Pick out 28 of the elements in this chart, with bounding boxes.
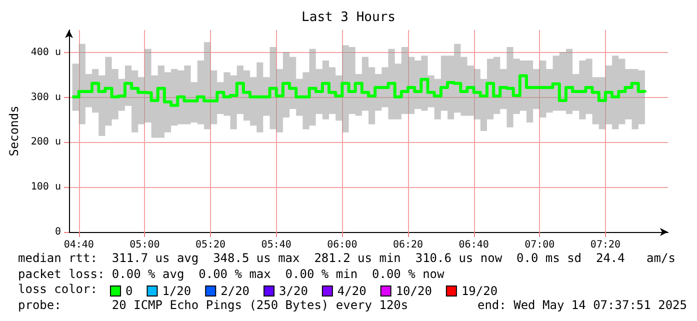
text: end: Wed May 14 07:37:51 2025 bbox=[477, 297, 687, 313]
legend-label: 3/20 bbox=[279, 284, 308, 298]
x-tick-label: 06:20 bbox=[392, 240, 424, 250]
y-axis-title: Seconds bbox=[7, 106, 21, 156]
y-tick-label: 200 u bbox=[30, 136, 61, 148]
y-tick-label: 300 u bbox=[30, 92, 61, 103]
x-tick-label: 06:40 bbox=[458, 240, 489, 250]
x-tick-label: 06:00 bbox=[327, 240, 358, 250]
legend-label: 19/20 bbox=[461, 284, 498, 298]
chart-title: Last 3 Hours bbox=[302, 10, 396, 25]
y-tick-label: 100 u bbox=[30, 182, 61, 193]
x-tick-label: 05:20 bbox=[195, 240, 226, 250]
text: median rtt: 311.7 us avg 348.5 us max 281.2 us min 310.6 us now 0.0 ms sd 24.4 am/s bbox=[18, 250, 676, 266]
legend-label: 1/20 bbox=[162, 284, 192, 298]
x-tick-label: 05:00 bbox=[130, 240, 160, 250]
text: probe: 20 ICMP Echo Pings (250 Bytes) every 120s bbox=[18, 297, 408, 313]
x-tick-label: 07:20 bbox=[590, 240, 621, 250]
text: packet loss: 0.00 % avg 0.00 % max 0.00 % min 0.00 % now bbox=[18, 266, 444, 282]
x-tick-label: 05:40 bbox=[261, 240, 292, 250]
legend-label: 10/20 bbox=[396, 284, 432, 298]
legend-label: 4/20 bbox=[337, 284, 366, 298]
legend-title: loss color: bbox=[18, 281, 98, 297]
y-tick-label: 400 u bbox=[30, 46, 61, 58]
x-tick-label: 04:40 bbox=[64, 240, 94, 250]
legend-label: 0 bbox=[126, 284, 133, 298]
y-tick-label: 0 bbox=[54, 226, 61, 238]
legend-label: 2/20 bbox=[220, 284, 250, 298]
x-tick-label: 07:00 bbox=[524, 240, 555, 250]
